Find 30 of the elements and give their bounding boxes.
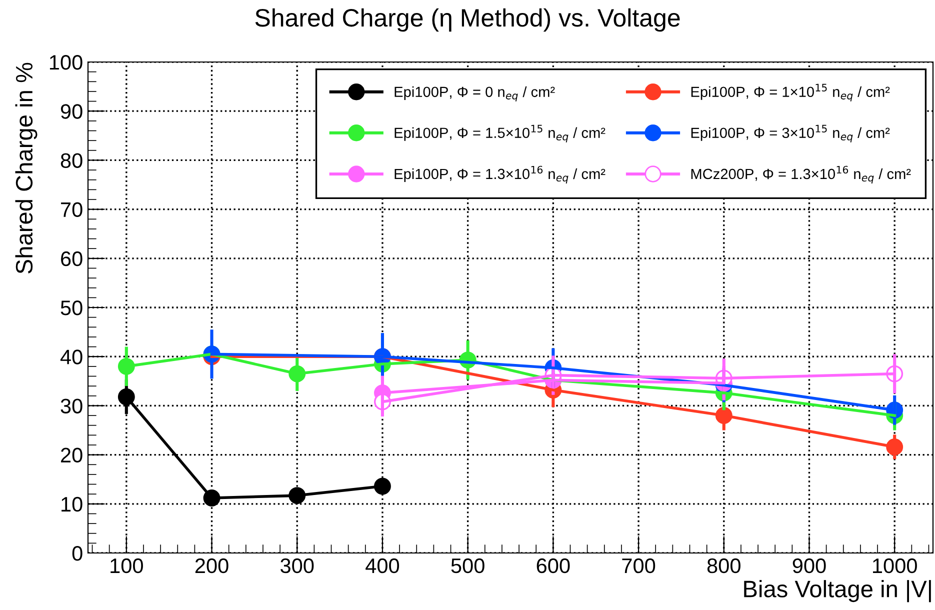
y-tick-label: 60 [61, 251, 82, 266]
y-tick-label: 100 [50, 55, 82, 70]
x-tick-label: 500 [451, 558, 484, 574]
x-tick-label: 1000 [873, 558, 917, 574]
x-tick-label: 900 [792, 558, 826, 574]
x-tick-label: 100 [110, 558, 143, 574]
legend-label: Epi100P, Φ = 1.5×10$^{15}$ n$_{eq}$ / cm² [394, 124, 606, 142]
x-tick-label: 800 [707, 558, 740, 574]
y-tick-label: 10 [62, 496, 82, 512]
x-tick-label: 300 [280, 558, 314, 574]
y-tick-label: 20 [61, 448, 82, 463]
y-tick-label: 50 [60, 300, 82, 316]
y-tick-label: 30 [60, 398, 82, 414]
x-tick-label: 700 [622, 558, 656, 574]
legend-label: Epi100P, Φ = 0 n$_{eq}$ / cm² [394, 86, 555, 102]
y-tick-label: 40 [60, 350, 82, 364]
y-tick-label: 70 [61, 202, 82, 218]
x-tick-label: 400 [366, 558, 400, 574]
x-axis-title: Bias Voltage in |V| [744, 580, 931, 602]
legend-label: Epi100P, Φ = 3×10$^{15}$ n$_{eq}$ / cm² [691, 124, 890, 142]
x-tick-label: 200 [195, 558, 228, 574]
y-tick-label: 0 [72, 546, 82, 561]
y-axis-title: Shared Charge in % [15, 62, 38, 274]
chart-title: Shared Charge (η Method) vs. Voltage [255, 8, 680, 32]
y-tick-label: 80 [60, 153, 82, 168]
legend-label: Epi100P, Φ = 1.3×10$^{16}$ n$_{eq}$ / cm² [394, 166, 606, 184]
x-tick-label: 600 [536, 558, 570, 574]
y-tick-label: 90 [60, 104, 82, 119]
legend-label: Epi100P, Φ = 1×10$^{15}$ n$_{eq}$ / cm² [691, 84, 890, 102]
legend-label: MCz200P, Φ = 1.3×10$^{16}$ n$_{eq}$ / cm² [691, 166, 911, 184]
